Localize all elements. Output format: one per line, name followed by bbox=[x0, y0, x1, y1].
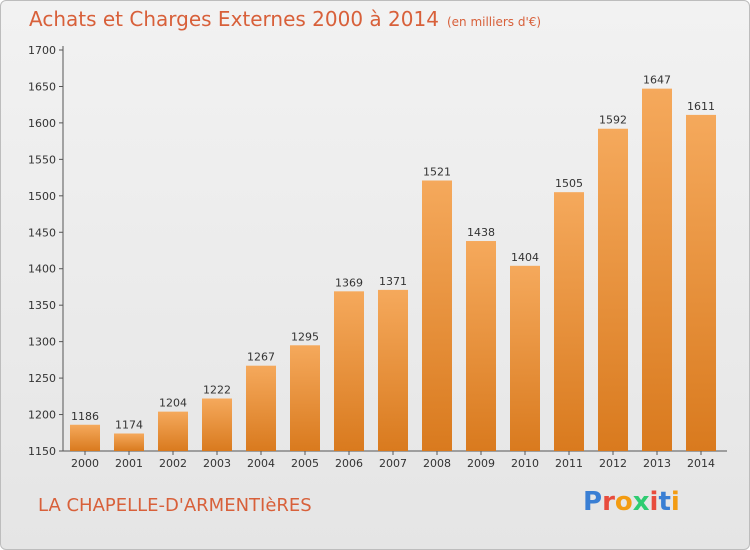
x-tick-label: 2008 bbox=[423, 457, 451, 470]
x-tick-label: 2010 bbox=[511, 457, 539, 470]
bar bbox=[158, 411, 188, 451]
data-label: 1404 bbox=[511, 251, 539, 264]
data-label: 1174 bbox=[115, 419, 143, 432]
y-tick-label: 1600 bbox=[28, 117, 56, 130]
x-tick-label: 2013 bbox=[643, 457, 671, 470]
logo-letter: i bbox=[670, 487, 680, 517]
logo-letter: r bbox=[602, 487, 615, 517]
bar bbox=[642, 88, 672, 451]
logo-letter: o bbox=[614, 487, 633, 517]
bar bbox=[554, 192, 584, 451]
logo-letter: t bbox=[658, 487, 671, 517]
bar bbox=[466, 241, 496, 451]
data-label: 1611 bbox=[687, 100, 715, 113]
bar bbox=[422, 180, 452, 452]
bar bbox=[598, 128, 628, 451]
x-tick-label: 2000 bbox=[71, 457, 99, 470]
x-tick-label: 2007 bbox=[379, 457, 407, 470]
bar bbox=[202, 398, 232, 451]
chart-title: Achats et Charges Externes 2000 à 2014 (e… bbox=[29, 7, 541, 31]
bar bbox=[378, 289, 408, 451]
x-tick-label: 2012 bbox=[599, 457, 627, 470]
y-tick-label: 1450 bbox=[28, 226, 56, 239]
data-label: 1186 bbox=[71, 410, 99, 423]
bar bbox=[290, 345, 320, 451]
x-tick-label: 2003 bbox=[203, 457, 231, 470]
data-label: 1438 bbox=[467, 226, 495, 239]
y-tick-label: 1700 bbox=[28, 44, 56, 57]
x-tick-label: 2005 bbox=[291, 457, 319, 470]
data-label: 1369 bbox=[335, 276, 363, 289]
x-tick-label: 2006 bbox=[335, 457, 363, 470]
title-text: Achats et Charges Externes 2000 à 2014 bbox=[29, 7, 439, 31]
logo-letter: P bbox=[583, 487, 603, 517]
data-label: 1295 bbox=[291, 330, 319, 343]
x-tick-label: 2004 bbox=[247, 457, 275, 470]
y-tick-label: 1400 bbox=[28, 263, 56, 276]
data-label: 1647 bbox=[643, 74, 671, 87]
data-label: 1505 bbox=[555, 177, 583, 190]
x-tick-label: 2014 bbox=[687, 457, 715, 470]
y-tick-label: 1500 bbox=[28, 190, 56, 203]
y-tick-label: 1300 bbox=[28, 336, 56, 349]
data-label: 1267 bbox=[247, 351, 275, 364]
x-tick-label: 2011 bbox=[555, 457, 583, 470]
bar bbox=[246, 365, 276, 451]
data-label: 1521 bbox=[423, 166, 451, 179]
data-label: 1222 bbox=[203, 384, 231, 397]
y-tick-label: 1350 bbox=[28, 299, 56, 312]
y-tick-label: 1650 bbox=[28, 80, 56, 93]
y-tick-label: 1150 bbox=[28, 445, 56, 458]
bar bbox=[334, 291, 364, 451]
unit-label: (en milliers d'€) bbox=[446, 15, 542, 29]
y-tick-label: 1250 bbox=[28, 372, 56, 385]
data-label: 1204 bbox=[159, 397, 187, 410]
y-tick-label: 1550 bbox=[28, 153, 56, 166]
y-tick-label: 1200 bbox=[28, 409, 56, 422]
bar bbox=[510, 265, 540, 451]
proxiti-logo: Proxiti bbox=[583, 487, 680, 517]
logo-letter: i bbox=[649, 487, 659, 517]
town-name: LA CHAPELLE-D'ARMENTIèRES bbox=[38, 495, 312, 516]
logo-letter: x bbox=[632, 487, 650, 517]
data-label: 1592 bbox=[599, 114, 627, 127]
bar bbox=[686, 114, 716, 451]
x-tick-label: 2002 bbox=[159, 457, 187, 470]
bar bbox=[70, 424, 100, 451]
x-tick-label: 2001 bbox=[115, 457, 143, 470]
bar bbox=[114, 433, 144, 451]
x-tick-label: 2009 bbox=[467, 457, 495, 470]
data-label: 1371 bbox=[379, 275, 407, 288]
